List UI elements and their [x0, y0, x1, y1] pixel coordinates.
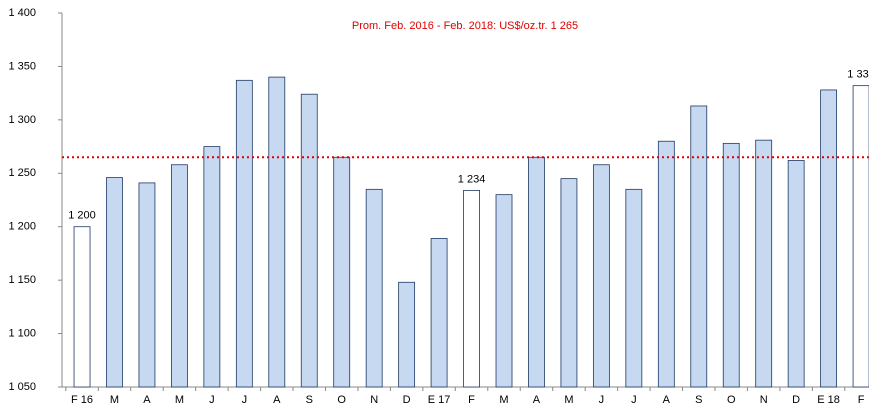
x-tick-label: A	[143, 394, 151, 403]
x-tick-label: S	[306, 394, 313, 403]
y-tick-label: 1 050	[8, 381, 36, 393]
bar	[625, 188, 643, 388]
bar	[852, 85, 869, 388]
bar	[138, 182, 156, 388]
bar	[820, 89, 838, 388]
bar	[106, 177, 123, 388]
bar	[171, 164, 188, 388]
bar	[268, 76, 286, 388]
x-tick-label: A	[273, 394, 281, 403]
x-tick-label: J	[242, 394, 248, 403]
y-tick-label: 1 100	[8, 327, 36, 339]
x-tick-label: E 18	[817, 394, 840, 403]
y-tick-label: 1 150	[8, 274, 36, 286]
x-tick-label: O	[727, 394, 736, 403]
bar	[560, 178, 578, 388]
y-tick-label: 1 350	[8, 60, 36, 72]
x-tick-label: M	[175, 394, 184, 403]
x-tick-label: E 17	[428, 394, 451, 403]
x-tick-label: D	[403, 394, 411, 403]
bar	[430, 238, 448, 388]
x-tick-label: A	[533, 394, 541, 403]
bar	[495, 194, 513, 388]
x-tick-label: F	[468, 394, 475, 403]
bar	[528, 156, 545, 388]
bar	[463, 189, 480, 388]
x-tick-label: J	[631, 394, 637, 403]
bar	[787, 160, 805, 388]
data-label: 1 332	[847, 69, 869, 81]
y-tick-label: 1 250	[8, 167, 36, 179]
y-tick-label: 1 200	[8, 221, 36, 233]
bar	[73, 226, 91, 388]
chart-title: Prom. Feb. 2016 - Feb. 2018: US$/oz.tr. …	[352, 20, 578, 32]
x-tick-label: F 16	[71, 394, 93, 403]
bar	[592, 164, 610, 388]
data-label: 1 234	[458, 173, 486, 185]
data-label: 1 200	[68, 210, 96, 222]
x-tick-label: J	[209, 394, 215, 403]
bar	[690, 105, 708, 388]
y-tick-label: 1 300	[8, 114, 36, 126]
x-tick-label: N	[370, 394, 378, 403]
x-tick-label: S	[695, 394, 702, 403]
x-tick-label: M	[110, 394, 119, 403]
bar	[333, 156, 351, 388]
bar	[722, 142, 740, 388]
bar	[203, 146, 221, 388]
bar	[300, 93, 318, 388]
bar	[398, 281, 416, 388]
x-tick-label: D	[792, 394, 800, 403]
x-tick-label: F	[858, 394, 865, 403]
x-tick-label: O	[337, 394, 346, 403]
x-tick-label: A	[663, 394, 671, 403]
x-tick-label: N	[760, 394, 768, 403]
y-tick-label: 1 400	[8, 7, 36, 19]
x-tick-label: M	[564, 394, 573, 403]
x-tick-label: M	[499, 394, 508, 403]
bar	[365, 188, 383, 388]
bar	[755, 139, 773, 388]
bar	[235, 79, 253, 388]
x-tick-label: J	[599, 394, 605, 403]
bar	[657, 140, 675, 388]
